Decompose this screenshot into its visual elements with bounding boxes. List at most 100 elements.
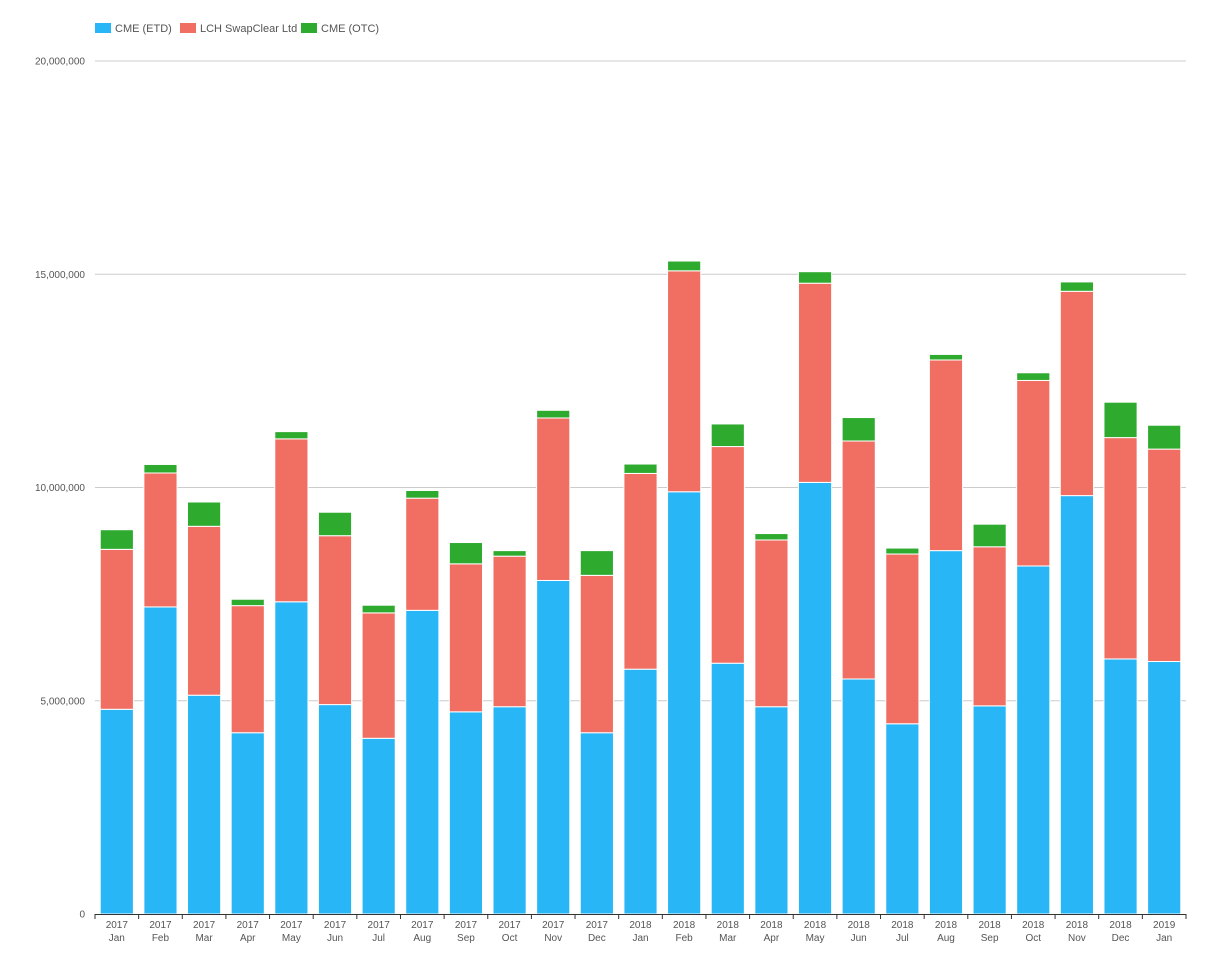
bar-15-series-2 bbox=[754, 533, 789, 541]
legend-swatch-2 bbox=[301, 23, 317, 33]
x-tick-label-year-12: 2018 bbox=[629, 920, 652, 931]
bar-15-series-0 bbox=[754, 706, 789, 915]
bar-0-series-2 bbox=[99, 529, 134, 550]
bar-7-series-2 bbox=[405, 489, 440, 499]
x-tick-label-month-11: Dec bbox=[588, 933, 606, 944]
bar-4-series-0 bbox=[274, 601, 309, 915]
bar-11-series-2 bbox=[579, 550, 614, 576]
x-tick-label-year-21: 2018 bbox=[1022, 920, 1045, 931]
bar-12-series-2 bbox=[623, 463, 658, 474]
x-tick-label-year-20: 2018 bbox=[978, 920, 1001, 931]
x-tick-label-month-1: Feb bbox=[152, 933, 170, 944]
bar-4-series-2 bbox=[274, 431, 309, 440]
bar-23-series-1 bbox=[1103, 437, 1138, 660]
x-tick-label-year-19: 2018 bbox=[935, 920, 958, 931]
y-tick-label-3: 15,000,000 bbox=[35, 270, 85, 281]
x-tick-label-month-9: Oct bbox=[502, 933, 518, 944]
x-tick-label-year-2: 2017 bbox=[193, 920, 216, 931]
bar-1-series-0 bbox=[143, 606, 178, 915]
bar-2-series-2 bbox=[187, 501, 222, 527]
x-tick-label-year-24: 2019 bbox=[1153, 920, 1176, 931]
bar-22-series-1 bbox=[1059, 290, 1094, 497]
bar-18-series-1 bbox=[885, 553, 920, 725]
x-tick-label-month-23: Dec bbox=[1112, 933, 1130, 944]
bar-13-series-2 bbox=[667, 260, 702, 272]
x-tick-label-year-22: 2018 bbox=[1066, 920, 1089, 931]
bar-14-series-0 bbox=[710, 662, 745, 915]
y-tick-label-1: 5,000,000 bbox=[41, 696, 86, 707]
x-tick-label-month-15: Apr bbox=[764, 933, 780, 944]
bar-20-series-0 bbox=[972, 705, 1007, 915]
bar-16-series-1 bbox=[797, 282, 833, 483]
y-axis: 0 5,000,000 10,000,000 15,000,000 20,000,000 bbox=[35, 57, 86, 921]
bar-7-series-0 bbox=[405, 609, 440, 915]
bar-24-series-1 bbox=[1147, 448, 1182, 663]
bar-0-series-0 bbox=[99, 708, 134, 915]
x-tick-label-month-22: Nov bbox=[1068, 933, 1086, 944]
bar-21-series-2 bbox=[1016, 372, 1051, 381]
bar-5-series-1 bbox=[317, 535, 353, 706]
bar-19-series-0 bbox=[928, 550, 964, 915]
x-axis: 2017 Jan 2017 Feb 2017 Mar 2017 Apr 2017 May 2017 J… bbox=[94, 914, 1187, 944]
bar-9-series-0 bbox=[492, 706, 527, 915]
x-tick-label-month-24: Jan bbox=[1156, 933, 1172, 944]
x-tick-label-year-9: 2017 bbox=[498, 920, 521, 931]
bar-6-series-1 bbox=[361, 612, 396, 739]
legend-swatch-0 bbox=[95, 23, 111, 33]
bar-20-series-1 bbox=[972, 546, 1007, 707]
bar-14-series-2 bbox=[710, 423, 745, 448]
bar-18-series-2 bbox=[885, 547, 920, 555]
legend-label-0: CME (ETD) bbox=[115, 23, 172, 35]
x-tick-label-month-6: Jul bbox=[372, 933, 385, 944]
x-tick-label-year-0: 2017 bbox=[106, 920, 129, 931]
bar-21-series-1 bbox=[1016, 379, 1051, 567]
x-tick-label-month-17: Jun bbox=[851, 933, 867, 944]
legend-label-1: LCH SwapClear Ltd bbox=[200, 23, 297, 35]
x-tick-label-year-10: 2017 bbox=[542, 920, 565, 931]
bar-18-series-0 bbox=[885, 723, 920, 915]
bar-2-series-1 bbox=[187, 525, 222, 696]
bar-19-series-2 bbox=[928, 353, 964, 361]
y-tick-label-2: 10,000,000 bbox=[35, 483, 85, 494]
bar-23-series-2 bbox=[1103, 401, 1138, 439]
bar-22-series-0 bbox=[1059, 495, 1094, 915]
bar-17-series-0 bbox=[841, 678, 876, 915]
bar-4-series-1 bbox=[274, 438, 309, 603]
x-tick-label-month-8: Sep bbox=[457, 933, 475, 944]
x-tick-label-year-6: 2017 bbox=[368, 920, 391, 931]
bar-8-series-0 bbox=[448, 711, 484, 915]
bars bbox=[99, 260, 1182, 915]
bar-1-series-1 bbox=[143, 472, 178, 608]
bar-21-series-0 bbox=[1016, 565, 1051, 915]
bar-0-series-1 bbox=[99, 548, 134, 710]
bar-15-series-1 bbox=[754, 539, 789, 708]
bar-5-series-2 bbox=[317, 511, 353, 537]
bar-24-series-2 bbox=[1147, 424, 1182, 450]
bar-10-series-0 bbox=[536, 579, 571, 915]
bar-12-series-0 bbox=[623, 668, 658, 915]
bar-16-series-2 bbox=[797, 271, 833, 284]
x-tick-label-year-14: 2018 bbox=[717, 920, 740, 931]
x-tick-label-year-18: 2018 bbox=[891, 920, 914, 931]
x-tick-label-year-16: 2018 bbox=[804, 920, 827, 931]
bar-11-series-1 bbox=[579, 574, 614, 734]
x-tick-label-month-18: Jul bbox=[896, 933, 909, 944]
y-tick-label-0: 0 bbox=[79, 910, 85, 921]
x-tick-label-month-5: Jun bbox=[327, 933, 343, 944]
x-tick-label-year-13: 2018 bbox=[673, 920, 696, 931]
bar-13-series-1 bbox=[667, 270, 702, 493]
bar-3-series-0 bbox=[230, 732, 265, 915]
x-tick-label-month-14: Mar bbox=[719, 933, 737, 944]
x-tick-label-year-8: 2017 bbox=[455, 920, 478, 931]
bar-16-series-0 bbox=[797, 481, 833, 915]
legend-label-2: CME (OTC) bbox=[321, 23, 379, 35]
bar-5-series-0 bbox=[317, 704, 353, 915]
x-tick-label-year-23: 2018 bbox=[1109, 920, 1132, 931]
bar-24-series-0 bbox=[1147, 661, 1182, 915]
x-tick-label-month-2: Mar bbox=[195, 933, 213, 944]
bar-8-series-2 bbox=[448, 542, 484, 565]
x-tick-label-year-11: 2017 bbox=[586, 920, 609, 931]
x-tick-label-month-3: Apr bbox=[240, 933, 256, 944]
bar-7-series-1 bbox=[405, 497, 440, 611]
